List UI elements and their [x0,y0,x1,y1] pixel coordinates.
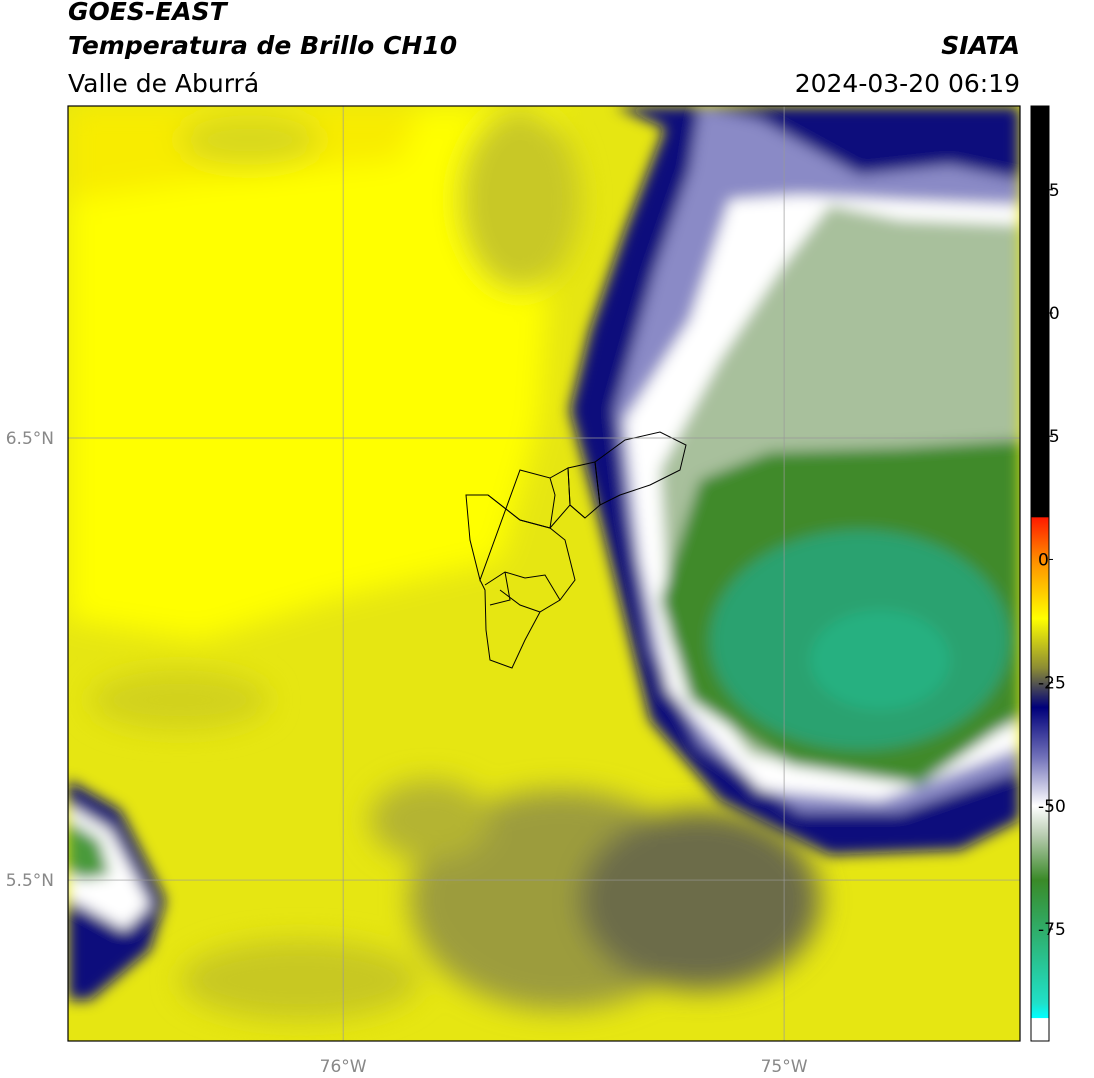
colorbar-tick-label: 50 [1038,304,1060,324]
colorbar [1030,105,1050,1042]
title: GOES-EAST [68,0,229,26]
source: SIATA [941,31,1020,60]
datetime: 2024-03-20 06:19 [795,69,1020,98]
colorbar-tick-label: -25 [1038,674,1066,694]
x-tick-label: 75°W [761,1057,808,1077]
x-tick-label: 76°W [320,1057,367,1077]
y-tick-label: 5.5°N [6,871,54,891]
municipal-boundaries [465,431,687,669]
colorbar-tick-label: 75 [1038,181,1060,201]
region: Valle de Aburrá [68,69,259,98]
colorbar-tick-label: 0 [1038,550,1049,570]
satellite-field [68,106,1020,1041]
subtitle: Temperatura de Brillo CH10 [68,31,457,60]
colorbar-tick-label: -75 [1038,920,1066,940]
colorbar-tick-label: -50 [1038,797,1066,817]
colorbar-tick-label: 25 [1038,427,1060,447]
map-frame [67,105,1021,1042]
y-tick-label: 6.5°N [6,429,54,449]
